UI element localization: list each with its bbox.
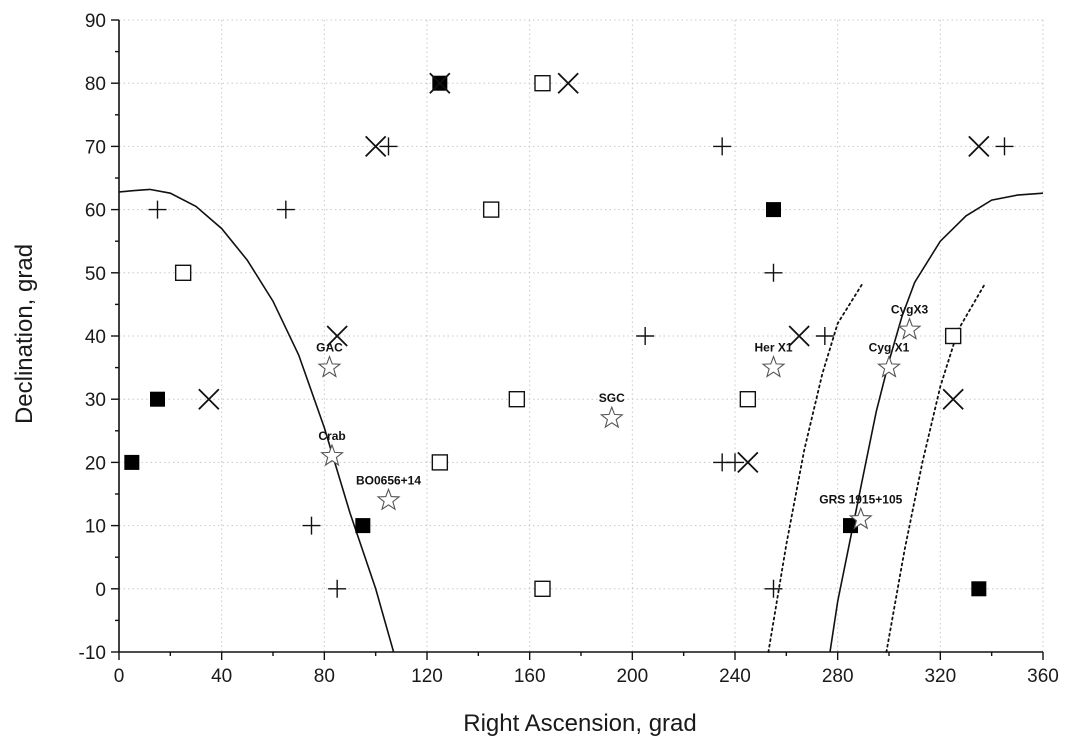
filled-square-marker (766, 202, 781, 218)
cross-marker (365, 135, 387, 158)
star-marker (320, 443, 345, 467)
star-marker (848, 506, 873, 530)
x-axis-title: Right Ascension, grad (463, 710, 696, 737)
filled-square-marker (843, 518, 858, 534)
cross-marker (968, 135, 990, 158)
cross-marker (429, 72, 451, 94)
plus-marker (276, 200, 295, 219)
plus-marker (148, 200, 167, 219)
filled-square-marker (150, 391, 165, 407)
axes: 0 40 80 120 160 200 240 280 320 360 -10 0 10 20 30 40 50… (79, 11, 1059, 687)
x-tick-label: 320 (924, 666, 956, 687)
y-axis-title: Declination, grad (11, 244, 38, 424)
cross-marker (326, 325, 348, 347)
dotted-curve (885, 284, 985, 653)
y-tick-label: 20 (85, 453, 106, 474)
plus-marker (713, 137, 732, 156)
open-square-marker (174, 264, 192, 281)
open-square-marker (534, 74, 551, 92)
open-square-marker (534, 580, 551, 597)
x-tick-label: 40 (211, 666, 232, 687)
star-annotation: GAC (316, 341, 343, 355)
filled-square-marker (355, 518, 371, 534)
cross-marker (737, 451, 759, 474)
open-square-marker (944, 327, 962, 345)
star-annotation: GRS 1915+105 (819, 492, 902, 506)
plus-marker (636, 327, 655, 345)
cross-marker (942, 388, 964, 410)
star-annotation: BO0656+14 (356, 473, 421, 487)
x-tick-label: 0 (114, 666, 125, 687)
y-tick-label: 80 (85, 74, 106, 95)
plus-marker (302, 516, 321, 535)
plus-marker (764, 579, 783, 598)
star-annotation: SGC (599, 391, 625, 405)
y-tick-label: 50 (85, 264, 106, 285)
star-marker (897, 317, 922, 340)
plus-marker (815, 327, 834, 345)
x-tick-label: 80 (314, 666, 335, 687)
solid-curve (829, 192, 1044, 653)
solid-curve (118, 188, 395, 653)
curves (118, 188, 1044, 653)
open-square-marker (739, 391, 757, 408)
star-marker (376, 487, 401, 511)
plus-marker (995, 137, 1014, 156)
x-tick-label: 160 (514, 666, 546, 687)
y-tick-label: 90 (85, 11, 106, 32)
y-tick-label: 40 (85, 327, 106, 348)
open-square-marker (431, 454, 449, 471)
plus-marker (379, 137, 398, 156)
filled-square-marker (971, 581, 987, 597)
star-annotation: Cyg X1 (869, 341, 910, 355)
x-tick-label: 200 (616, 666, 648, 687)
grid (119, 19, 1044, 652)
x-tick-label: 120 (411, 666, 443, 687)
x-tick-label: 240 (719, 666, 751, 687)
y-tick-label: 30 (85, 390, 106, 411)
star-marker (317, 355, 342, 378)
plus-marker (764, 263, 783, 282)
y-tick-label: 70 (85, 137, 106, 158)
star-marker (876, 355, 902, 378)
y-tick-label: 10 (85, 517, 106, 538)
filled-square-marker (124, 454, 140, 470)
open-square-marker (508, 391, 526, 408)
cross-marker (198, 388, 220, 410)
x-tick-label: 280 (822, 666, 854, 687)
star-marker (599, 405, 624, 429)
dotted-curve (767, 281, 865, 653)
y-tick-label: 0 (95, 580, 106, 601)
star-annotation: CygX3 (891, 303, 929, 317)
x-tick-label: 360 (1027, 666, 1059, 687)
y-tick-label: -10 (79, 643, 106, 664)
open-square-marker (482, 201, 500, 218)
plus-marker (328, 579, 347, 598)
plus-marker (726, 453, 744, 472)
data-points: GAC Crab BO0656+14 SGC Her X1 Cyg X1 CygX3 GRS … (124, 72, 1014, 598)
y-tick-label: 60 (85, 201, 106, 222)
star-annotation: Her X1 (754, 341, 792, 355)
star-annotation: Crab (318, 429, 345, 443)
star-marker (761, 355, 786, 378)
cross-marker (557, 72, 579, 94)
cross-marker (788, 325, 810, 347)
